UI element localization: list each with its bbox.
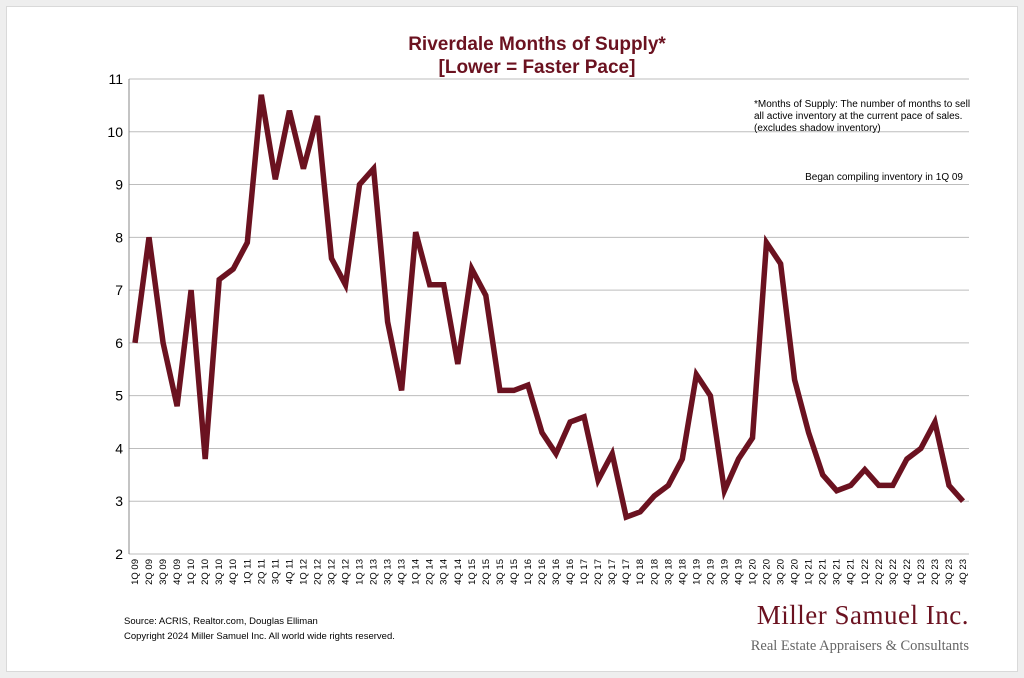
x-tick-label: 1Q 16 <box>523 559 534 585</box>
x-tick-label: 2Q 09 <box>144 559 155 585</box>
y-tick-label: 2 <box>115 546 123 562</box>
logo-tagline: Real Estate Appraisers & Consultants <box>751 638 970 654</box>
y-tick-label: 4 <box>115 440 123 456</box>
x-tick-label: 4Q 19 <box>733 559 744 585</box>
x-tick-label: 3Q 13 <box>383 559 394 585</box>
x-tick-label: 2Q 18 <box>649 559 660 585</box>
x-tick-label: 2Q 23 <box>930 559 941 585</box>
x-tick-label: 4Q 09 <box>172 559 183 585</box>
x-tick-label: 2Q 20 <box>762 559 773 585</box>
x-tick-label: 3Q 15 <box>495 559 506 585</box>
x-tick-label: 1Q 17 <box>579 559 590 585</box>
series-line <box>132 94 966 521</box>
x-tick-label: 2Q 12 <box>312 559 323 585</box>
x-tick-label: 1Q 14 <box>411 559 422 585</box>
series-line-group <box>132 94 966 521</box>
x-tick-label: 3Q 18 <box>663 559 674 585</box>
x-tick-label: 4Q 18 <box>677 559 688 585</box>
x-tick-label: 4Q 14 <box>453 559 464 585</box>
chart-subtitle: [Lower = Faster Pace] <box>439 57 636 78</box>
y-tick-label: 7 <box>115 282 123 298</box>
y-tick-label: 3 <box>115 493 123 509</box>
x-tick-label: 4Q 15 <box>509 559 520 585</box>
x-tick-label: 2Q 16 <box>537 559 548 585</box>
x-tick-label: 3Q 23 <box>944 559 955 585</box>
x-tick-label: 1Q 10 <box>186 559 197 585</box>
x-tick-label: 1Q 22 <box>860 559 871 585</box>
x-tick-label: 3Q 14 <box>439 559 450 585</box>
y-tick-label: 11 <box>108 71 123 87</box>
x-tick-label: 3Q 16 <box>551 559 562 585</box>
x-tick-label: 4Q 20 <box>790 559 801 585</box>
x-tick-label: 4Q 22 <box>902 559 913 585</box>
x-tick-label: 4Q 16 <box>565 559 576 585</box>
y-tick-label: 6 <box>115 335 123 351</box>
x-tick-label: 3Q 09 <box>158 559 169 585</box>
x-tick-label: 3Q 21 <box>832 559 843 585</box>
x-tick-label: 4Q 21 <box>846 559 857 585</box>
y-tick-label: 9 <box>115 177 123 193</box>
x-tick-label: 4Q 12 <box>341 559 352 585</box>
y-tick-label: 8 <box>115 229 123 245</box>
x-tick-label: 2Q 15 <box>481 559 492 585</box>
x-tick-label: 1Q 20 <box>747 559 758 585</box>
chart-frame: Riverdale Months of Supply* [Lower = Fas… <box>6 6 1018 672</box>
y-axis-ticks: 2 3 4 5 6 7 8 9 10 11 <box>107 71 123 562</box>
x-tick-label: 3Q 12 <box>326 559 337 585</box>
x-tick-label: 1Q 13 <box>355 559 366 585</box>
x-tick-label: 2Q 19 <box>705 559 716 585</box>
x-tick-label: 4Q 13 <box>397 559 408 585</box>
chart-canvas: Riverdale Months of Supply* [Lower = Fas… <box>107 34 970 654</box>
x-tick-label: 2Q 22 <box>874 559 885 585</box>
x-tick-label: 2Q 21 <box>818 559 829 585</box>
x-tick-label: 4Q 10 <box>228 559 239 585</box>
y-tick-label: 5 <box>115 388 123 404</box>
x-tick-label: 3Q 11 <box>270 559 281 584</box>
x-tick-label: 2Q 17 <box>593 559 604 585</box>
logo-name: Miller Samuel Inc. <box>757 600 969 630</box>
x-axis-ticks: 1Q 09 2Q 09 3Q 09 4Q 09 1Q 10 2Q 10 3Q 10 4Q 10… <box>130 559 969 585</box>
x-tick-label: 1Q 11 <box>242 559 253 584</box>
x-tick-label: 2Q 14 <box>425 559 436 585</box>
note-line-3: (excludes shadow inventory) <box>754 123 881 134</box>
source-text: Source: ACRIS, Realtor.com, Douglas Elli… <box>124 616 318 627</box>
x-tick-label: 3Q 10 <box>214 559 225 585</box>
x-tick-label: 1Q 21 <box>804 559 815 585</box>
x-tick-label: 2Q 11 <box>256 559 267 584</box>
copyright-text: Copyright 2024 Miller Samuel Inc. All wo… <box>124 631 395 642</box>
grid-lines <box>128 78 969 555</box>
x-tick-label: 1Q 23 <box>916 559 927 585</box>
note-began-compiling: Began compiling inventory in 1Q 09 <box>805 172 963 183</box>
x-tick-label: 3Q 20 <box>776 559 787 585</box>
x-tick-label: 2Q 13 <box>369 559 380 585</box>
x-tick-label: 1Q 12 <box>298 559 309 585</box>
x-tick-label: 1Q 09 <box>130 559 141 585</box>
x-tick-label: 4Q 11 <box>284 559 295 584</box>
note-line-2: all active inventory at the current pace… <box>754 111 962 122</box>
x-tick-label: 4Q 17 <box>621 559 632 585</box>
x-tick-label: 3Q 17 <box>607 559 618 585</box>
x-tick-label: 1Q 18 <box>635 559 646 585</box>
chart-title: Riverdale Months of Supply* <box>408 34 666 55</box>
x-tick-label: 4Q 23 <box>958 559 969 585</box>
note-line-1: *Months of Supply: The number of months … <box>754 99 970 110</box>
x-tick-label: 3Q 19 <box>719 559 730 585</box>
x-tick-label: 3Q 22 <box>888 559 899 585</box>
x-tick-label: 1Q 19 <box>691 559 702 585</box>
y-tick-label: 10 <box>107 124 123 140</box>
x-tick-label: 2Q 10 <box>200 559 211 585</box>
x-tick-label: 1Q 15 <box>467 559 478 585</box>
